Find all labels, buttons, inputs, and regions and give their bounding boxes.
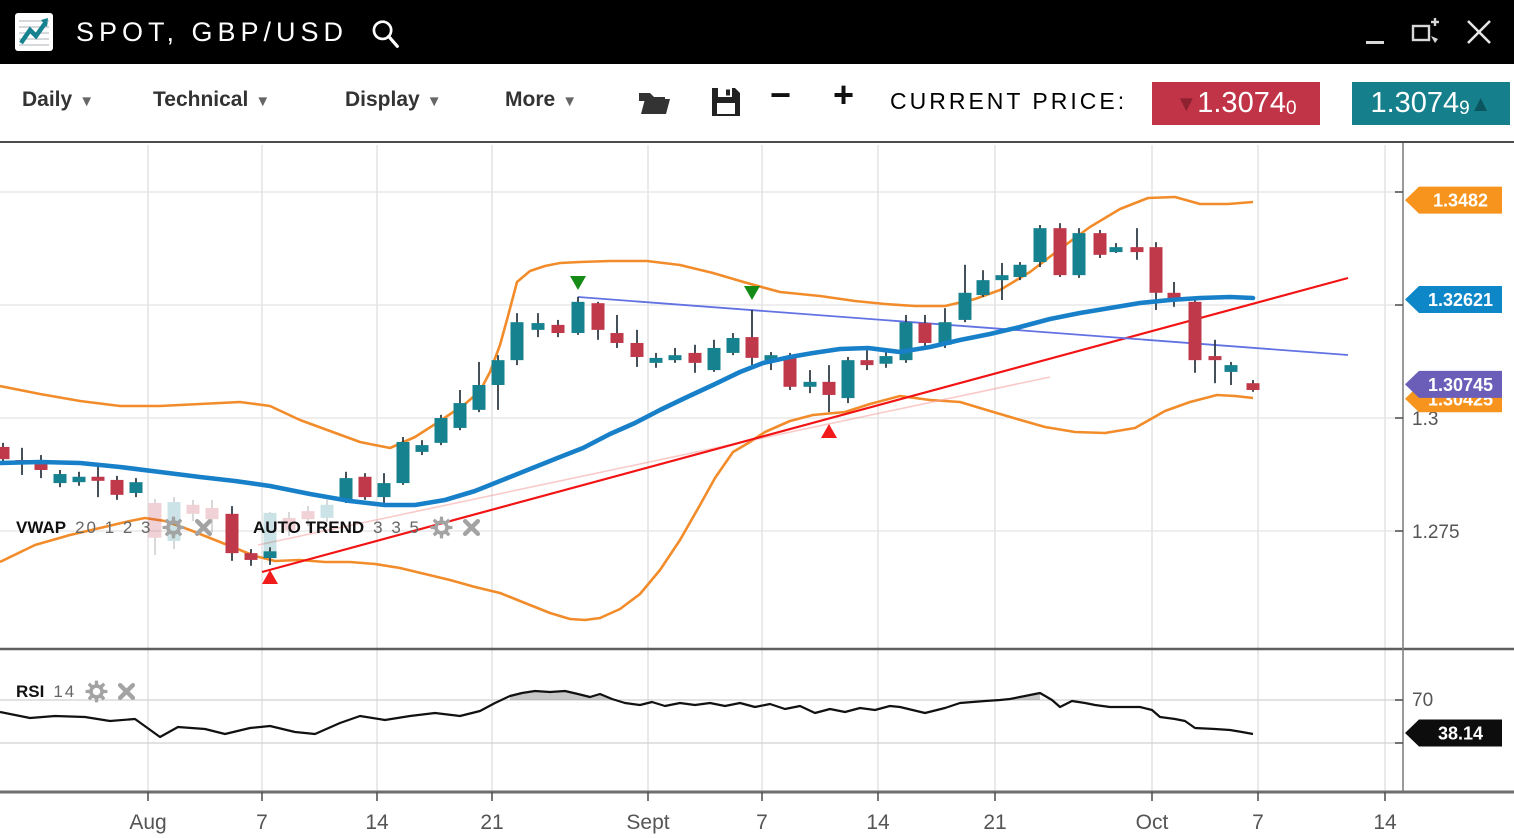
buy-price: 1.3074 xyxy=(1370,87,1460,119)
chevron-down-icon: ▼ xyxy=(79,93,95,110)
current-price-label: CURRENT PRICE: xyxy=(890,88,1128,114)
chevron-down-icon: ▼ xyxy=(426,93,442,110)
chevron-down-icon: ▼ xyxy=(562,93,578,110)
chevron-down-icon: ▼ xyxy=(255,93,271,110)
svg-text:14: 14 xyxy=(866,811,890,834)
vwap-indicator-label: VWAP 20 1 2 3 xyxy=(16,516,213,539)
indicator-params: 20 1 2 3 xyxy=(75,517,153,537)
indicator-name: RSI xyxy=(16,681,45,701)
svg-text:21: 21 xyxy=(480,811,503,834)
indicator-params: 3 3 5 xyxy=(373,517,421,537)
menu-timeframe[interactable]: Daily ▼ xyxy=(22,88,95,111)
svg-text:1.32621: 1.32621 xyxy=(1428,290,1493,310)
svg-text:14: 14 xyxy=(365,811,389,834)
svg-text:7: 7 xyxy=(256,811,268,834)
svg-text:Oct: Oct xyxy=(1136,811,1169,834)
minimize-button[interactable] xyxy=(1364,17,1386,47)
indicator-name: AUTO TREND xyxy=(253,517,365,537)
menu-more[interactable]: More ▼ xyxy=(505,88,578,111)
menu-display[interactable]: Display ▼ xyxy=(345,88,442,111)
svg-text:Sept: Sept xyxy=(626,811,669,834)
close-icon[interactable] xyxy=(117,682,136,701)
zoom-out-button[interactable]: − xyxy=(770,74,792,115)
svg-text:14: 14 xyxy=(1373,811,1397,834)
arrow-up-icon: ▲ xyxy=(1469,90,1492,116)
menu-technical[interactable]: Technical ▼ xyxy=(153,88,271,111)
rsi-indicator-label: RSI 14 xyxy=(16,680,136,703)
chart-toolbar: Daily ▼ Technical ▼ Display ▼ More ▼ − + CUR… xyxy=(0,64,1514,143)
close-icon[interactable] xyxy=(462,518,481,537)
open-folder-icon[interactable] xyxy=(636,86,672,118)
app-logo-icon xyxy=(15,13,53,51)
indicator-params: 14 xyxy=(53,681,77,701)
svg-text:1.275: 1.275 xyxy=(1412,522,1460,543)
svg-text:Aug: Aug xyxy=(129,811,166,834)
sell-price-button[interactable]: ▼ 1.3074 0 xyxy=(1152,82,1320,125)
gear-icon[interactable] xyxy=(430,516,453,539)
buy-price-button[interactable]: 1.3074 9 ▲ xyxy=(1352,82,1510,125)
close-icon[interactable] xyxy=(194,518,213,537)
svg-text:1.30745: 1.30745 xyxy=(1428,375,1493,395)
sell-pip: 0 xyxy=(1285,98,1297,119)
sell-price: 1.3074 xyxy=(1197,87,1286,119)
gear-icon[interactable] xyxy=(85,680,108,703)
svg-text:7: 7 xyxy=(1252,811,1264,834)
arrow-down-icon: ▼ xyxy=(1175,90,1198,116)
svg-text:70: 70 xyxy=(1412,690,1433,711)
title-bar: SPOT, GBP/USD xyxy=(0,0,1514,64)
save-icon[interactable] xyxy=(710,86,742,118)
svg-text:1.3482: 1.3482 xyxy=(1433,191,1488,211)
autotrend-indicator-label: AUTO TREND 3 3 5 xyxy=(253,516,481,539)
svg-text:1.3: 1.3 xyxy=(1412,409,1438,430)
buy-pip: 9 xyxy=(1459,98,1470,119)
close-button[interactable] xyxy=(1464,17,1494,47)
instrument-title: SPOT, GBP/USD xyxy=(76,16,349,47)
svg-text:21: 21 xyxy=(983,811,1006,834)
indicator-name: VWAP xyxy=(16,517,67,537)
svg-text:7: 7 xyxy=(756,811,768,834)
svg-text:38.14: 38.14 xyxy=(1438,724,1483,744)
window-controls xyxy=(1364,15,1514,49)
restore-button[interactable] xyxy=(1408,15,1442,49)
search-icon[interactable] xyxy=(370,18,400,50)
gear-icon[interactable] xyxy=(162,516,185,539)
zoom-in-button[interactable]: + xyxy=(833,74,855,115)
